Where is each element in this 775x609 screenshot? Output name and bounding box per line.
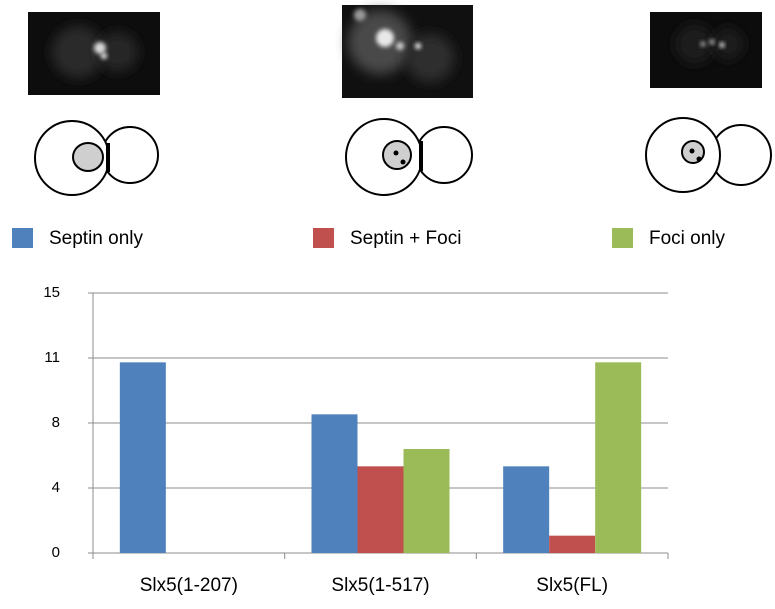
figure: Septin only Septin + Foci Foci only 0 4 8 11 15… [0, 0, 775, 609]
bar [358, 466, 404, 553]
chart: Septin only Septin + Foci Foci only 0 4 8 11 15… [12, 228, 726, 596]
bar [404, 449, 450, 553]
y-tick-label: 15 [43, 284, 60, 301]
bar [503, 466, 549, 553]
legend-swatch [12, 228, 33, 248]
cell-diagram [646, 118, 771, 192]
bar [549, 536, 595, 553]
legend-label: Septin only [49, 228, 144, 249]
micrograph [650, 12, 762, 88]
legend-label: Foci only [649, 228, 726, 249]
y-tick-label: 4 [52, 479, 60, 496]
y-tick-label: 8 [52, 414, 60, 431]
y-tick-label: 11 [44, 349, 60, 366]
y-tick-label: 0 [52, 544, 60, 561]
micrograph [342, 5, 473, 98]
x-tick-label: Slx5(1-207) [140, 575, 238, 596]
cell-diagram [35, 121, 158, 195]
micrograph [28, 12, 160, 95]
cell-diagram [346, 119, 472, 195]
legend-swatch [313, 228, 334, 248]
x-tick-label: Slx5(FL) [536, 575, 608, 596]
bar [595, 362, 641, 553]
legend-swatch [612, 228, 633, 248]
bar [312, 414, 358, 553]
x-tick-label: Slx5(1-517) [331, 575, 429, 596]
bar [120, 362, 166, 553]
legend-label: Septin + Foci [350, 228, 461, 249]
